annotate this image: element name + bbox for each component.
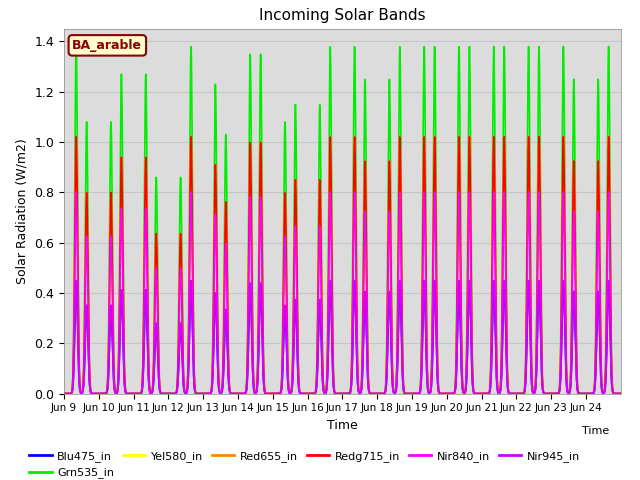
Redg715_in [420,134,428,140]
Yel580_in [472,391,479,396]
Redg715_in [156,385,164,391]
Nir840_in [156,387,164,393]
Grn535_in [496,387,504,393]
Text: Time: Time [582,426,610,436]
Nir945_in [420,278,428,284]
Grn535_in [60,391,68,396]
Nir945_in [431,290,439,296]
Blu475_in [431,290,439,296]
Grn535_in [488,275,495,281]
Red655_in [60,391,68,396]
Yel580_in [605,134,612,140]
Yel580_in [420,134,428,140]
Red655_in [431,162,439,168]
Red655_in [156,385,164,391]
Redg715_in [488,305,495,311]
Line: Redg715_in: Redg715_in [64,137,621,394]
Nir840_in [420,190,428,195]
Title: Incoming Solar Bands: Incoming Solar Bands [259,9,426,24]
Grn535_in [472,391,479,396]
X-axis label: Time: Time [327,419,358,432]
Blu475_in [488,353,495,359]
Nir840_in [496,389,504,395]
Redg715_in [431,162,439,168]
Red655_in [617,391,625,396]
Redg715_in [605,134,612,140]
Redg715_in [496,388,504,394]
Redg715_in [617,391,625,396]
Line: Yel580_in: Yel580_in [64,137,621,394]
Grn535_in [605,44,612,49]
Blu475_in [472,391,479,396]
Line: Nir945_in: Nir945_in [64,281,621,394]
Redg715_in [60,391,68,396]
Grn535_in [431,82,439,88]
Nir840_in [431,212,439,217]
Grn535_in [156,384,164,390]
Yel580_in [488,305,495,311]
Blu475_in [420,278,428,284]
Blu475_in [605,278,612,284]
Nir840_in [617,391,625,396]
Redg715_in [472,391,479,396]
Red655_in [488,305,495,311]
Red655_in [605,134,612,140]
Yel580_in [60,391,68,396]
Red655_in [472,391,479,396]
Yel580_in [617,391,625,396]
Nir840_in [472,391,479,396]
Nir945_in [605,278,612,284]
Red655_in [420,134,428,140]
Nir945_in [496,390,504,396]
Red655_in [496,388,504,394]
Grn535_in [420,44,428,49]
Yel580_in [496,388,504,394]
Nir840_in [488,324,495,329]
Blu475_in [156,388,164,394]
Yel580_in [156,385,164,391]
Nir840_in [605,189,612,195]
Blu475_in [617,391,625,396]
Nir945_in [617,391,625,396]
Yel580_in [431,162,439,168]
Nir945_in [156,388,164,394]
Text: BA_arable: BA_arable [72,39,142,52]
Grn535_in [617,391,625,396]
Line: Red655_in: Red655_in [64,137,621,394]
Nir840_in [60,391,68,396]
Blu475_in [60,391,68,396]
Nir945_in [60,391,68,396]
Nir945_in [472,391,479,396]
Blu475_in [496,390,504,396]
Line: Grn535_in: Grn535_in [64,47,621,394]
Nir945_in [488,353,495,359]
Legend: Blu475_in, Grn535_in, Yel580_in, Red655_in, Redg715_in, Nir840_in, Nir945_in: Blu475_in, Grn535_in, Yel580_in, Red655_… [25,446,584,480]
Line: Nir840_in: Nir840_in [64,192,621,394]
Line: Blu475_in: Blu475_in [64,281,621,394]
Y-axis label: Solar Radiation (W/m2): Solar Radiation (W/m2) [16,138,29,284]
